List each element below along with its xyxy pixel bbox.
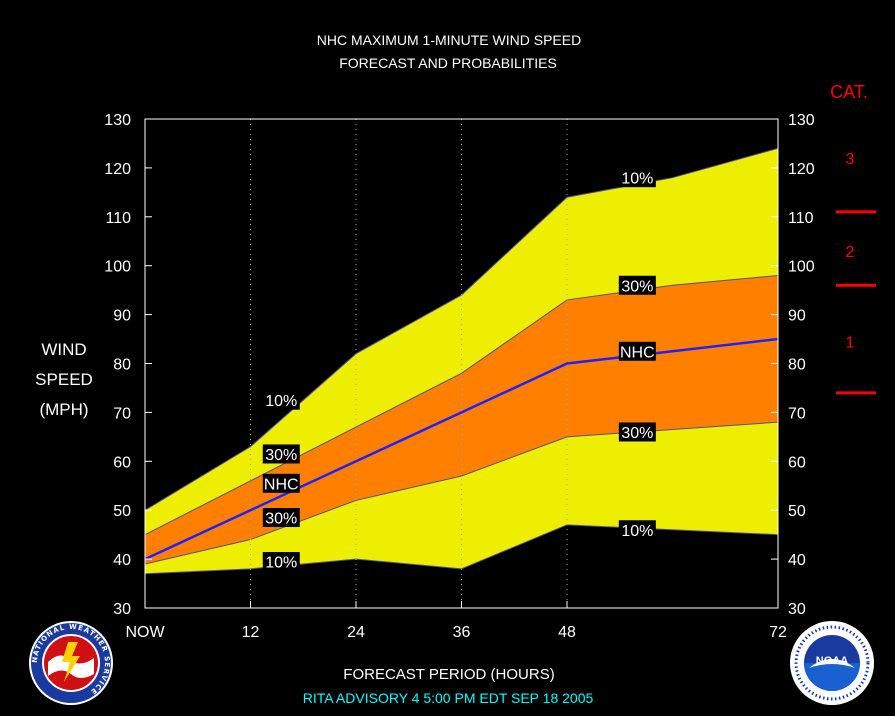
category-label: 1 — [846, 334, 855, 351]
noaa-bird-icon — [809, 659, 855, 668]
y-tick-label-right: 80 — [788, 357, 806, 374]
y-tick-label-right: 30 — [788, 601, 806, 618]
band-label: 10% — [265, 555, 297, 572]
x-tick-label: 72 — [769, 624, 787, 641]
y-tick-label-right: 130 — [788, 112, 815, 129]
band-label: NHC — [264, 476, 299, 493]
band-label-box — [262, 473, 300, 493]
y-tick-label-left: 100 — [104, 259, 131, 276]
band-label: NHC — [620, 344, 655, 361]
band-label: 30% — [265, 447, 297, 464]
x-tick-label: 12 — [242, 624, 260, 641]
y-tick-label-right: 120 — [788, 161, 815, 178]
band-label: 30% — [621, 278, 653, 295]
band-label: 30% — [621, 425, 653, 442]
band-label-box — [618, 341, 656, 361]
y-tick-label-left: 30 — [113, 601, 131, 618]
y-tick-label-left: 40 — [113, 552, 131, 569]
noaa-logo-lettering — [794, 625, 870, 701]
category-title: CAT. — [830, 82, 868, 102]
category-label: 3 — [846, 151, 855, 168]
nws-logo: NATIONAL WEATHER SERVICE — [29, 621, 113, 705]
noaa-logo: NOAA — [790, 621, 874, 705]
series-line-lower-10 — [144, 524, 779, 575]
x-tick-label: 48 — [558, 624, 576, 641]
y-tick-label-right: 60 — [788, 454, 806, 471]
y-tick-label-right: 100 — [788, 259, 815, 276]
band-label-box — [262, 508, 300, 528]
band-label-box — [262, 552, 300, 572]
chart-subtitle: FORECAST AND PROBABILITIES — [339, 55, 557, 71]
band-label-box — [618, 168, 656, 188]
category-label: 2 — [846, 244, 855, 261]
y-tick-label-left: 60 — [113, 454, 131, 471]
band-label: 10% — [265, 393, 297, 410]
y-tick-label-left: 130 — [104, 112, 131, 129]
y-axis-label: WIND — [41, 340, 86, 359]
band-labels: 10% 30% NHC 30% 10% 10% 30% NHC 30% 10% — [262, 168, 656, 572]
chart-text: NHC MAXIMUM 1-MINUTE WIND SPEED FORECAST … — [35, 32, 593, 706]
x-axis-label: FORECAST PERIOD (HOURS) — [343, 666, 554, 683]
band-label: 30% — [265, 511, 297, 528]
axes: 30 30 40 40 50 50 60 60 70 70 80 80 90 90 100 100 110 110… — [104, 112, 815, 641]
band-label-box — [262, 390, 300, 410]
y-tick-label-left: 110 — [105, 210, 131, 227]
y-tick-label-right: 50 — [788, 503, 806, 520]
chart-title: NHC MAXIMUM 1-MINUTE WIND SPEED — [317, 32, 581, 48]
y-tick-label-right: 110 — [788, 210, 814, 227]
y-tick-label-right: 70 — [788, 405, 806, 422]
category-scale: CAT. 3 2 1 — [830, 82, 876, 395]
noaa-wave-icon — [804, 663, 860, 691]
y-axis-label: SPEED — [35, 370, 93, 389]
y-tick-label-left: 70 — [113, 405, 131, 422]
band-label-box — [618, 422, 656, 442]
band-label: 10% — [621, 171, 653, 188]
y-tick-label-left: 120 — [104, 161, 131, 178]
series-line-upper-30 — [144, 274, 779, 536]
lightning-icon — [62, 642, 80, 682]
noaa-logo-text: NOAA — [816, 655, 848, 667]
band-label-box — [618, 275, 656, 295]
y-tick-label-right: 90 — [788, 308, 806, 325]
series-line-upper-10 — [144, 147, 779, 511]
x-tick-label: 24 — [347, 624, 365, 641]
x-tick-label: 36 — [453, 624, 471, 641]
band-label: 10% — [621, 523, 653, 540]
y-tick-label-left: 90 — [113, 308, 131, 325]
y-tick-label-right: 40 — [788, 552, 806, 569]
y-tick-label-left: 80 — [113, 357, 131, 374]
x-tick-label: NOW — [125, 624, 165, 641]
y-tick-label-left: 50 — [113, 503, 131, 520]
series-line-nhc — [144, 337, 779, 561]
band-label-box — [618, 520, 656, 540]
advisory-footer: RITA ADVISORY 4 5:00 PM EDT SEP 18 2005 — [303, 690, 594, 706]
y-axis-label: (MPH) — [39, 400, 88, 419]
band-label-box — [262, 444, 300, 464]
